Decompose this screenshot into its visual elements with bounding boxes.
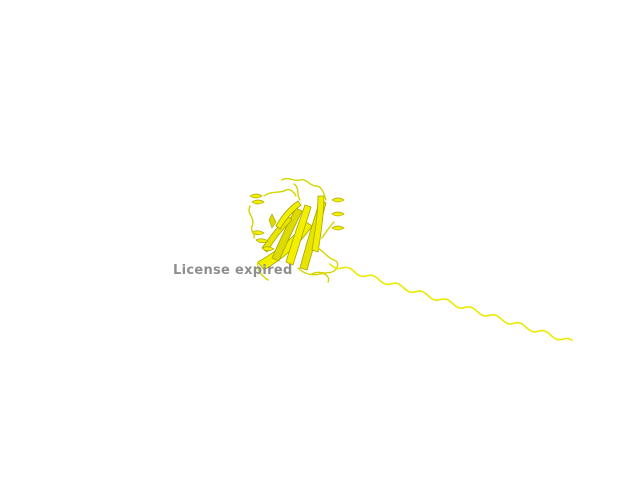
beta-sheet — [257, 195, 327, 271]
license-watermark: License expired — [173, 263, 293, 278]
loops — [248, 177, 339, 283]
c-terminal-tail — [329, 263, 573, 342]
beta-strand — [261, 215, 293, 253]
helices — [249, 193, 345, 252]
beta-strand — [285, 204, 312, 266]
beta-strand — [275, 200, 302, 230]
beta-strand — [271, 207, 303, 262]
protein-cartoon — [248, 177, 573, 342]
